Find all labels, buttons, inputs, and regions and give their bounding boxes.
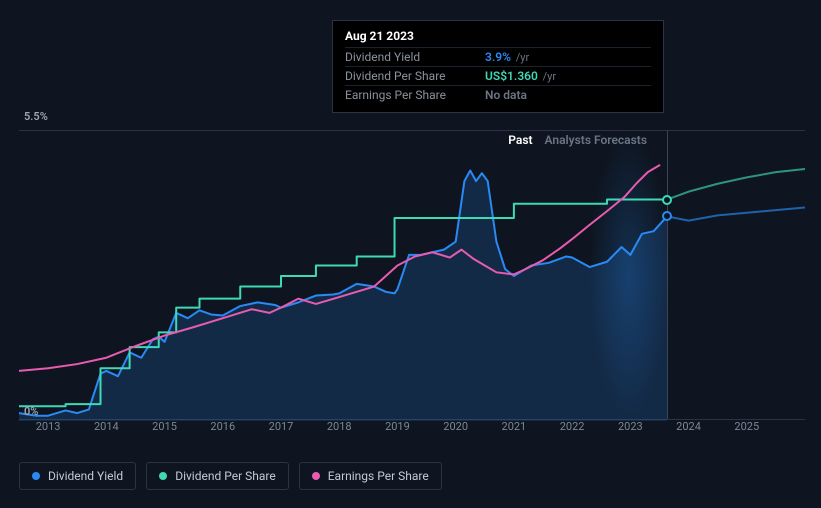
x-tick: 2022 xyxy=(560,420,585,433)
dividend-chart: 5.5% Past Analysts Forecasts 0% 2013 2014… xyxy=(19,100,805,460)
forecast-label: Analysts Forecasts xyxy=(545,133,647,147)
tooltip-row-value: 3.9% /yr xyxy=(485,50,529,64)
series-marker xyxy=(662,211,672,221)
x-tick: 2016 xyxy=(210,420,235,433)
x-tick: 2021 xyxy=(502,420,527,433)
y-axis-max-label: 5.5% xyxy=(24,110,48,123)
past-label: Past xyxy=(508,133,532,147)
x-tick: 2024 xyxy=(676,420,701,433)
legend-dot-icon xyxy=(159,472,167,480)
x-tick: 2019 xyxy=(385,420,410,433)
legend-dot-icon xyxy=(312,472,320,480)
x-tick: 2018 xyxy=(327,420,352,433)
x-tick: 2017 xyxy=(269,420,294,433)
plot-area[interactable] xyxy=(19,130,805,420)
legend-item[interactable]: Dividend Yield xyxy=(19,462,136,490)
legend-item[interactable]: Dividend Per Share xyxy=(146,462,289,490)
x-tick: 2023 xyxy=(618,420,643,433)
x-tick: 2020 xyxy=(443,420,468,433)
x-tick: 2013 xyxy=(36,420,61,433)
tooltip-row-label: Earnings Per Share xyxy=(345,88,485,102)
x-tick: 2025 xyxy=(734,420,759,433)
tooltip-row: Dividend Per ShareUS$1.360 /yr xyxy=(345,66,651,85)
x-tick: 2014 xyxy=(94,420,119,433)
legend-label: Dividend Yield xyxy=(48,469,123,483)
tooltip-row: Dividend Yield3.9% /yr xyxy=(345,47,651,66)
tooltip-row-label: Dividend Per Share xyxy=(345,69,485,83)
legend-label: Earnings Per Share xyxy=(328,469,429,483)
x-axis: 2013 2014 2015 2016 2017 2018 2019 2020 2021 2022… xyxy=(19,420,805,440)
tooltip-row: Earnings Per ShareNo data xyxy=(345,85,651,104)
chart-lines xyxy=(19,131,805,421)
chart-legend: Dividend Yield Dividend Per Share Earnings… xyxy=(19,462,442,490)
y-axis-min-label: 0% xyxy=(24,405,38,418)
chart-tooltip: Aug 21 2023 Dividend Yield3.9% /yrDivide… xyxy=(332,20,664,113)
tooltip-row-value: US$1.360 /yr xyxy=(485,69,556,83)
x-tick: 2015 xyxy=(152,420,177,433)
legend-label: Dividend Per Share xyxy=(175,469,276,483)
legend-dot-icon xyxy=(32,472,40,480)
series-marker xyxy=(662,195,672,205)
legend-item[interactable]: Earnings Per Share xyxy=(299,462,442,490)
tooltip-row-value: No data xyxy=(485,88,527,102)
period-labels: Past Analysts Forecasts xyxy=(508,133,647,147)
tooltip-row-label: Dividend Yield xyxy=(345,50,485,64)
tooltip-date: Aug 21 2023 xyxy=(345,29,651,47)
